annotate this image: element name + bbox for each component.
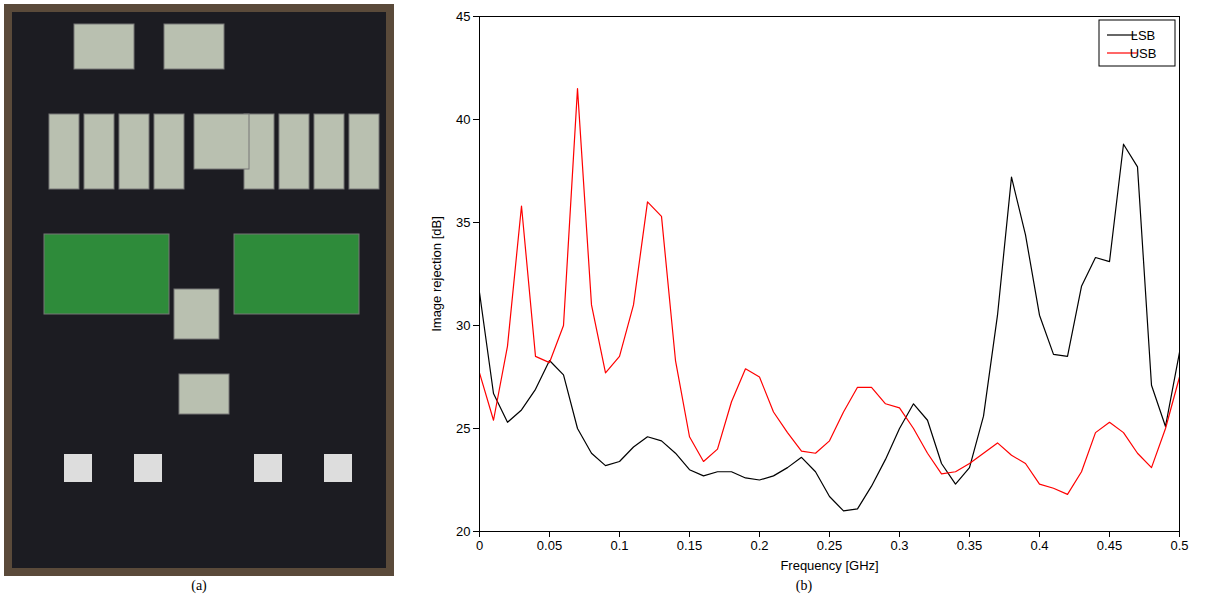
svg-text:0.3: 0.3 [890, 538, 908, 553]
svg-text:LSB: LSB [1131, 28, 1156, 43]
svg-text:0: 0 [476, 538, 483, 553]
svg-text:0.45: 0.45 [1097, 538, 1122, 553]
svg-text:Frequency [GHz]: Frequency [GHz] [780, 558, 878, 573]
svg-text:30: 30 [456, 318, 470, 333]
svg-text:25: 25 [456, 421, 470, 436]
html-text:(b): (b) [795, 578, 813, 593]
svg-text:0.35: 0.35 [957, 538, 982, 553]
svg-text:Image rejection [dB]: Image rejection [dB] [429, 216, 444, 332]
svg-text:35: 35 [456, 215, 470, 230]
svg-text:0.5: 0.5 [1170, 538, 1188, 553]
svg-text:20: 20 [456, 524, 470, 539]
svg-text:0.05: 0.05 [537, 538, 562, 553]
svg-text:0.1: 0.1 [610, 538, 628, 553]
svg-text:0.4: 0.4 [1030, 538, 1048, 553]
svg-text:0.2: 0.2 [750, 538, 768, 553]
svg-text:45: 45 [456, 9, 470, 24]
html-text:(a): (a) [191, 578, 207, 593]
svg-text:40: 40 [456, 112, 470, 127]
svg-text:0.25: 0.25 [817, 538, 842, 553]
svg-text:USB: USB [1130, 46, 1157, 61]
svg-text:0.15: 0.15 [677, 538, 702, 553]
